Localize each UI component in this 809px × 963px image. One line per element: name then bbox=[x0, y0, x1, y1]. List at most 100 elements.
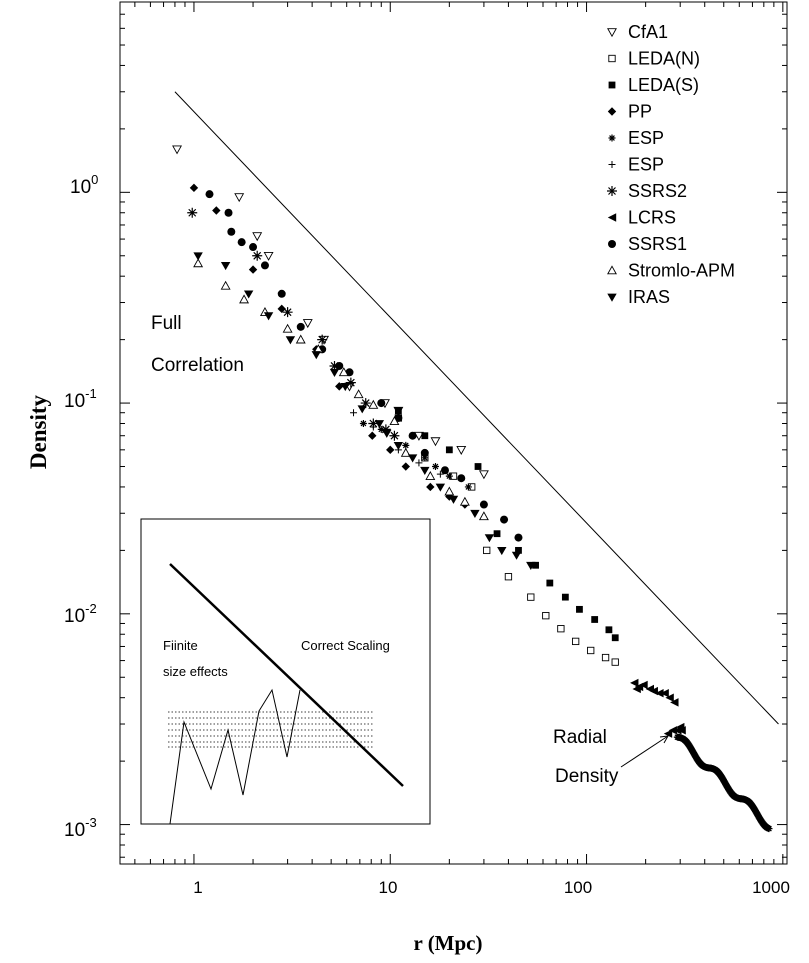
data-point bbox=[436, 470, 444, 478]
radial-density-arrow bbox=[620, 735, 669, 768]
data-point bbox=[425, 471, 436, 480]
data-point bbox=[426, 482, 435, 492]
data-point bbox=[670, 698, 679, 707]
data-point bbox=[260, 261, 269, 270]
data-point bbox=[368, 431, 377, 440]
data-point bbox=[470, 509, 480, 518]
data-point bbox=[296, 322, 305, 331]
y-tick-label: 10-3 bbox=[64, 815, 97, 841]
series-cfa1-0 bbox=[172, 145, 489, 480]
data-point bbox=[504, 573, 513, 581]
data-point bbox=[630, 678, 639, 688]
legend-item: PP bbox=[607, 102, 652, 122]
data-point bbox=[526, 561, 536, 570]
data-point bbox=[368, 418, 379, 429]
data-point bbox=[338, 367, 349, 377]
series-ssrs1-8 bbox=[205, 190, 523, 542]
legend: CfA1 LEDA(N) LEDA(S) PP ESP ESP SSRS2 LCRS SSRS1… bbox=[607, 22, 735, 307]
data-point bbox=[277, 289, 286, 298]
data-point bbox=[474, 463, 482, 470]
data-point bbox=[483, 546, 491, 555]
data-point bbox=[591, 616, 599, 623]
data-point bbox=[359, 419, 367, 427]
y-axis-label: Density bbox=[26, 394, 51, 469]
data-point bbox=[515, 546, 522, 554]
legend-marker bbox=[607, 213, 617, 222]
data-point bbox=[329, 360, 340, 371]
data-point bbox=[420, 466, 430, 475]
data-point bbox=[660, 689, 669, 698]
annotation-full: Full bbox=[151, 313, 182, 334]
data-point bbox=[239, 294, 250, 304]
data-point bbox=[464, 483, 472, 491]
data-point bbox=[249, 243, 258, 252]
data-point bbox=[377, 399, 386, 408]
reference-power-law-line bbox=[174, 91, 779, 725]
radial-density-point bbox=[765, 825, 773, 833]
data-point bbox=[611, 658, 619, 666]
x-tick-labels: 1 10 100 1000 bbox=[193, 878, 790, 897]
data-point bbox=[205, 190, 214, 199]
legend-item: SSRS2 bbox=[607, 181, 687, 201]
data-point bbox=[189, 183, 199, 193]
data-point bbox=[408, 431, 417, 440]
plot-frame bbox=[119, 1, 788, 865]
annotation-correlation: Correlation bbox=[151, 355, 244, 376]
data-point bbox=[329, 368, 340, 377]
inset-label-finite: Fiinite bbox=[163, 638, 198, 653]
series-lcrs-7 bbox=[630, 678, 686, 738]
data-point bbox=[263, 312, 274, 321]
data-point bbox=[311, 351, 321, 360]
data-point bbox=[561, 593, 569, 601]
data-point bbox=[382, 429, 392, 438]
x-tick-label: 10 bbox=[379, 878, 398, 897]
x-tick-label: 1 bbox=[193, 878, 202, 897]
data-point bbox=[282, 307, 293, 318]
legend-label: PP bbox=[628, 102, 652, 122]
data-point bbox=[601, 653, 610, 662]
data-point bbox=[444, 486, 455, 496]
axis-ticks bbox=[120, 1, 787, 864]
legend-label: ESP bbox=[628, 128, 664, 148]
data-point bbox=[220, 280, 231, 290]
legend-item: LEDA(N) bbox=[608, 49, 700, 69]
legend-label: ESP bbox=[628, 155, 664, 175]
legend-item: CfA1 bbox=[607, 22, 668, 42]
data-point bbox=[353, 389, 364, 399]
data-point bbox=[224, 208, 233, 217]
data-point bbox=[172, 145, 183, 155]
data-point bbox=[673, 726, 682, 735]
data-point bbox=[576, 605, 583, 613]
y-tick-label: 10-2 bbox=[64, 601, 97, 627]
data-point bbox=[546, 579, 554, 587]
data-point bbox=[668, 726, 677, 735]
data-point bbox=[193, 252, 203, 261]
data-point bbox=[677, 726, 686, 735]
data-point bbox=[394, 407, 402, 415]
legend-item: LEDA(S) bbox=[608, 75, 699, 95]
data-point bbox=[440, 466, 449, 475]
x-tick-label: 100 bbox=[564, 878, 592, 897]
data-point bbox=[187, 207, 198, 218]
inset-scaling-line bbox=[169, 563, 404, 787]
data-point bbox=[380, 424, 391, 435]
data-point bbox=[252, 232, 263, 242]
data-point bbox=[478, 511, 489, 521]
data-point bbox=[252, 250, 263, 261]
data-point bbox=[357, 405, 367, 414]
data-point bbox=[448, 495, 459, 504]
data-point bbox=[302, 319, 313, 329]
data-point bbox=[421, 454, 429, 462]
legend-label: IRAS bbox=[628, 287, 670, 307]
legend-label: CfA1 bbox=[628, 22, 668, 42]
data-point bbox=[527, 593, 535, 601]
data-point bbox=[400, 447, 411, 457]
data-point bbox=[632, 684, 641, 694]
annotation-density: Density bbox=[555, 766, 619, 787]
data-point bbox=[234, 193, 245, 203]
legend-item: IRAS bbox=[607, 287, 670, 307]
inset-fluctuation-line bbox=[169, 688, 301, 825]
data-point bbox=[655, 689, 664, 698]
data-point bbox=[227, 227, 236, 236]
